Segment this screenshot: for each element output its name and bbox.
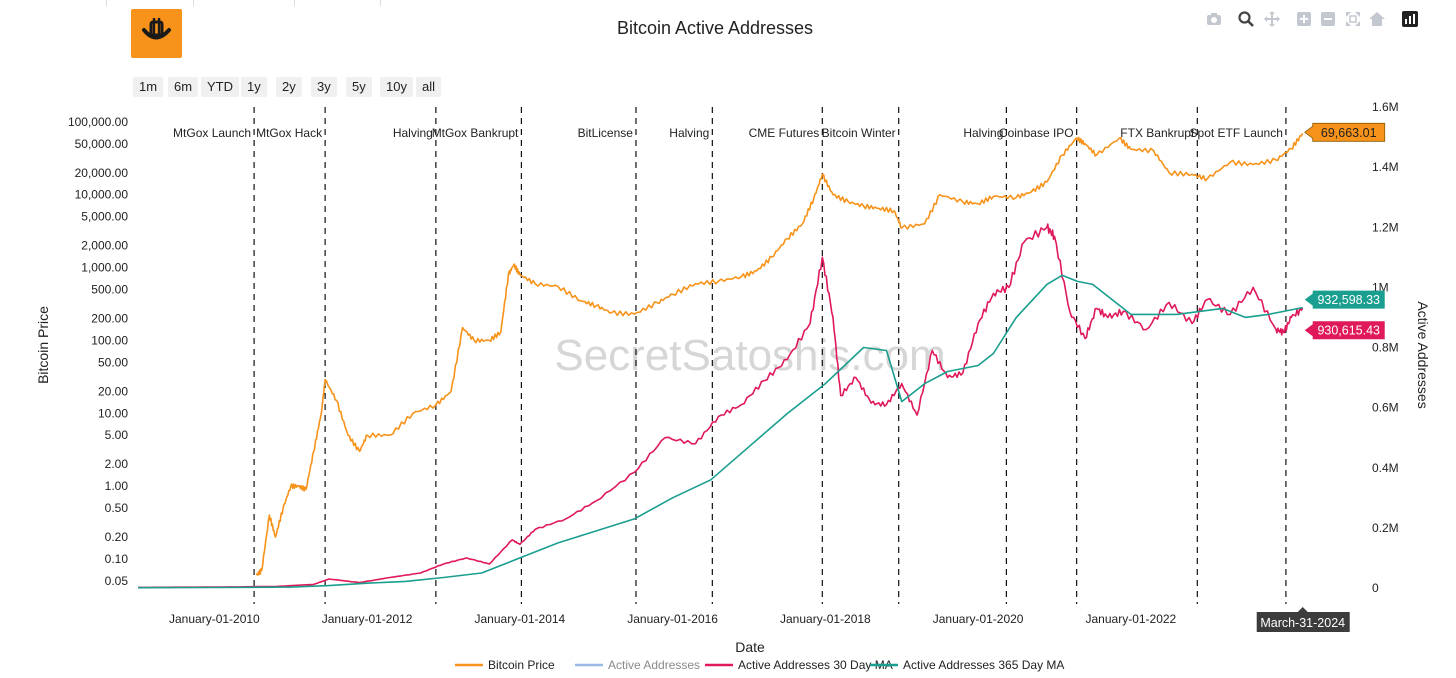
series-line-active-addresses-365-day-ma	[137, 274, 1303, 589]
event-label: Spot ETF Launch	[1190, 126, 1283, 140]
range-1m-button[interactable]: 1m	[133, 77, 164, 97]
bitcoin-smile-icon	[142, 18, 171, 40]
x-tick-label: January-01-2010	[169, 612, 260, 626]
zoom-out-icon[interactable]	[1319, 10, 1337, 28]
end-value-label: 69,663.01	[1321, 126, 1377, 140]
y-axis-left-label: Bitcoin Price	[35, 306, 51, 384]
legend-item: Active Addresses 30 Day MA	[738, 658, 893, 672]
pan-icon[interactable]	[1263, 10, 1281, 28]
end-value-box	[1304, 290, 1385, 309]
y-left-tick-label: 0.20	[105, 530, 129, 544]
y-left-tick-label: 0.05	[105, 574, 129, 588]
y-left-tick-label: 10.00	[98, 406, 128, 420]
chart-title: Bitcoin Active Addresses	[616, 18, 814, 38]
hover-date-pointer	[1297, 607, 1308, 612]
y-left-tick-label: 100,000.00	[68, 115, 128, 129]
y-axis-right-label: Active Addresses	[1415, 301, 1431, 408]
event-label: Halving	[963, 126, 1003, 140]
range-ytd-button[interactable]: YTD	[201, 77, 239, 97]
event-label: BitLicense	[578, 126, 634, 140]
y-right-tick-label: 0	[1372, 581, 1379, 595]
range-1y-button[interactable]: 1y	[241, 77, 267, 97]
bitcoin-logo	[131, 9, 182, 58]
x-tick-label: January-01-2020	[933, 612, 1024, 626]
y-left-tick-label: 2.00	[105, 457, 129, 471]
watermark: SecretSatoshis.com	[554, 331, 945, 380]
y-left-tick-label: 5.00	[105, 428, 129, 442]
range-5y-button[interactable]: 5y	[346, 77, 372, 97]
y-right-tick-label: 0.4M	[1372, 461, 1399, 475]
y-left-tick-label: 2,000.00	[81, 239, 128, 253]
y-left-tick-label: 50,000.00	[75, 137, 129, 151]
y-right-tick-label: 1.6M	[1372, 100, 1399, 114]
y-left-tick-label: 10,000.00	[75, 188, 129, 202]
camera-icon[interactable]	[1205, 10, 1223, 28]
zoom-in-icon[interactable]	[1295, 10, 1313, 28]
plotly-logo-icon[interactable]	[1401, 10, 1419, 28]
y-left-tick-label: 1.00	[105, 479, 129, 493]
x-axis-label: Date	[735, 639, 765, 655]
y-left-tick-label: 20,000.00	[75, 166, 129, 180]
event-label: CME Futures	[749, 126, 820, 140]
modebar	[1205, 10, 1420, 28]
legend-item: Active Addresses	[608, 658, 700, 672]
event-label: Coinbase IPO	[999, 126, 1074, 140]
y-right-tick-label: 0.2M	[1372, 521, 1399, 535]
y-left-tick-label: 0.10	[105, 552, 129, 566]
range-2y-button[interactable]: 2y	[276, 77, 302, 97]
y-right-tick-label: 0.8M	[1372, 341, 1399, 355]
event-label: Halving	[393, 126, 433, 140]
y-left-tick-label: 1,000.00	[81, 261, 128, 275]
y-left-tick-label: 500.00	[91, 283, 128, 297]
event-label: MtGox Hack	[256, 126, 323, 140]
y-left-tick-label: 20.00	[98, 384, 128, 398]
x-tick-label: January-01-2022	[1086, 612, 1177, 626]
top-tab-strip	[0, 0, 1456, 6]
range-10y-button[interactable]: 10y	[380, 77, 413, 97]
y-right-tick-label: 1.4M	[1372, 160, 1399, 174]
hover-date-box	[1256, 612, 1350, 632]
range-3y-button[interactable]: 3y	[311, 77, 337, 97]
zoom-icon[interactable]	[1237, 10, 1255, 28]
legend-item: Bitcoin Price	[488, 658, 555, 672]
range-all-button[interactable]: all	[416, 77, 442, 97]
y-left-tick-label: 50.00	[98, 355, 128, 369]
end-value-label: 930,615.43	[1317, 324, 1380, 338]
y-right-tick-label: 0.6M	[1372, 401, 1399, 415]
range-6m-button[interactable]: 6m	[168, 77, 199, 97]
reset-axes-icon[interactable]	[1368, 10, 1386, 28]
tab-divider	[193, 0, 194, 6]
end-value-label: 932,598.33	[1317, 293, 1380, 307]
autoscale-icon[interactable]	[1344, 10, 1362, 28]
tab-divider	[380, 0, 381, 6]
event-label: Bitcoin Winter	[822, 126, 896, 140]
series-line-active-addresses-30-day-ma	[138, 223, 1304, 589]
x-tick-label: January-01-2012	[322, 612, 413, 626]
y-left-tick-label: 200.00	[91, 312, 128, 326]
x-tick-label: January-01-2014	[475, 612, 566, 626]
y-right-tick-label: 1.2M	[1372, 220, 1399, 234]
y-left-tick-label: 100.00	[91, 333, 128, 347]
series-line-bitcoin-price	[255, 132, 1304, 576]
y-left-tick-label: 5,000.00	[81, 210, 128, 224]
tab-divider	[294, 0, 295, 6]
end-value-box	[1304, 321, 1385, 340]
event-label: MtGox Launch	[173, 126, 251, 140]
event-label: Halving	[669, 126, 709, 140]
y-left-tick-label: 0.50	[105, 501, 129, 515]
legend-item: Active Addresses 365 Day MA	[903, 658, 1064, 672]
hover-date-label: March-31-2024	[1260, 616, 1345, 630]
x-tick-label: January-01-2018	[780, 612, 871, 626]
tab-divider	[106, 0, 107, 6]
end-value-box	[1304, 122, 1386, 142]
x-tick-label: January-01-2016	[627, 612, 718, 626]
event-label: FTX Bankrupt	[1120, 126, 1195, 140]
event-label: MtGox Bankrupt	[432, 126, 519, 140]
